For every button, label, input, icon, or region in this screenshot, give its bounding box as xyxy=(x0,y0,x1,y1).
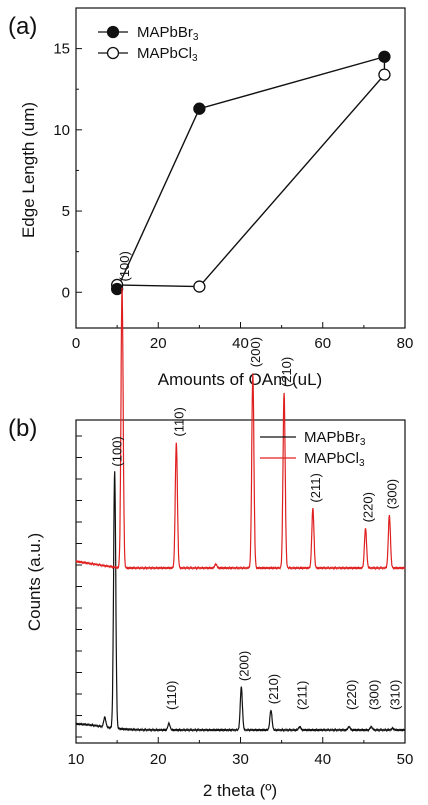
x-tick-label-b: 10 xyxy=(68,751,85,768)
peak-label: (300) xyxy=(384,479,399,509)
peak-label: (310) xyxy=(388,680,403,710)
point-mapbcl3 xyxy=(378,68,391,81)
panel-b-series xyxy=(75,287,406,733)
peak-label: (110) xyxy=(171,407,186,436)
x-tick-label-b: 20 xyxy=(150,751,167,768)
x-tick-label-b: 50 xyxy=(397,751,414,768)
panel-a-legend: MAPbBr3 MAPbCl3 xyxy=(98,24,199,64)
legend-a-label-mapbcl3: MAPbCl3 xyxy=(137,45,198,64)
peak-label: (110) xyxy=(164,681,179,710)
peak-label: (220) xyxy=(361,492,376,522)
series-line-a xyxy=(116,55,386,290)
legend-a-marker-mapbbr3 xyxy=(106,25,120,39)
y-tick-label-a: 15 xyxy=(53,41,70,58)
panel-a-series xyxy=(110,50,391,296)
x-tick-label-a: 0 xyxy=(72,335,80,352)
peak-label: (210) xyxy=(266,674,281,704)
point-mapbbr3 xyxy=(193,102,206,115)
panel-a-xlabel: Amounts of OAm (uL) xyxy=(158,370,322,389)
panel-a-label: (a) xyxy=(8,13,37,40)
panel-a: (a) 0 20 40 60 80 0 5 10 15 MAPbBr3 MAPbCl3 Amou… xyxy=(8,7,413,389)
peak-label: (220) xyxy=(344,680,359,710)
y-tick-label-a: 0 xyxy=(62,284,70,301)
panel-b-peak-labels: (100) (110) (200) (210) (211) (220) (300) (310)… xyxy=(110,251,403,710)
xrd-pattern-mapbcl3 xyxy=(75,287,406,571)
x-tick-label-a: 20 xyxy=(150,335,167,352)
x-tick-label-a: 80 xyxy=(397,335,414,352)
peak-label: (211) xyxy=(308,473,323,502)
x-tick-label-a: 40 xyxy=(232,335,249,352)
panel-b-ylabel: Counts (a.u.) xyxy=(25,533,44,631)
legend-b-label-mapbbr3: MAPbBr3 xyxy=(304,429,366,448)
legend-a-label-mapbbr3: MAPbBr3 xyxy=(137,24,199,43)
panel-b-label: (b) xyxy=(8,415,37,442)
panel-b-ticks: 10 20 30 40 50 xyxy=(68,435,414,768)
y-tick-label-a: 5 xyxy=(62,203,70,220)
panel-b-xlabel: 2 theta (º) xyxy=(203,781,277,800)
panel-a-ylabel: Edge Length (um) xyxy=(19,102,38,238)
x-tick-label-b: 30 xyxy=(232,751,249,768)
peak-label: (211) xyxy=(295,681,310,710)
panel-a-ticks: 0 20 40 60 80 0 5 10 15 xyxy=(53,41,413,352)
point-mapbbr3 xyxy=(378,50,391,63)
peak-label: (100) xyxy=(117,251,132,281)
peak-label: (200) xyxy=(236,651,251,681)
y-tick-label-a: 10 xyxy=(53,122,70,139)
peak-label: (210) xyxy=(279,357,294,387)
xrd-pattern-mapbbr3 xyxy=(75,471,406,733)
peak-label: (200) xyxy=(248,337,263,367)
peak-label: (100) xyxy=(110,436,125,466)
legend-a-marker-mapbcl3 xyxy=(106,46,120,60)
legend-b-label-mapbcl3: MAPbCl3 xyxy=(304,450,365,469)
peak-label: (300) xyxy=(366,680,381,710)
point-mapbbr3 xyxy=(110,282,124,296)
x-tick-label-a: 60 xyxy=(314,335,331,352)
x-tick-label-b: 40 xyxy=(314,751,331,768)
panel-b: (b) 10 20 30 40 50 (100) (110) (200) (210) (211)… xyxy=(8,251,413,800)
point-mapbcl3 xyxy=(193,280,206,293)
panel-b-legend: MAPbBr3 MAPbCl3 xyxy=(260,429,366,469)
